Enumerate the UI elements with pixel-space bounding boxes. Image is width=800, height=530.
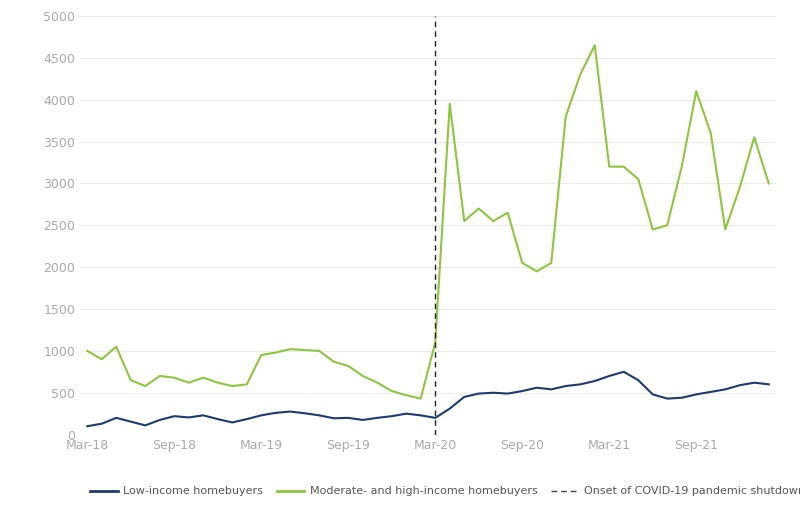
Moderate- and high-income homebuyers	[329, 359, 338, 365]
Low-income homebuyers	[605, 373, 614, 379]
Moderate- and high-income homebuyers	[735, 184, 745, 191]
Moderate- and high-income homebuyers	[662, 222, 672, 228]
Low-income homebuyers	[300, 410, 310, 417]
Low-income homebuyers	[677, 394, 686, 401]
Moderate- and high-income homebuyers	[257, 352, 266, 358]
Low-income homebuyers	[213, 416, 222, 422]
Moderate- and high-income homebuyers	[358, 373, 367, 379]
Moderate- and high-income homebuyers	[750, 134, 759, 140]
Low-income homebuyers	[445, 405, 454, 412]
Low-income homebuyers	[764, 381, 774, 387]
Low-income homebuyers	[184, 414, 194, 421]
Low-income homebuyers	[111, 414, 121, 421]
Low-income homebuyers	[257, 412, 266, 419]
Low-income homebuyers	[546, 386, 556, 393]
Moderate- and high-income homebuyers	[387, 388, 397, 394]
Moderate- and high-income homebuyers	[416, 395, 426, 402]
Low-income homebuyers	[518, 388, 527, 394]
Moderate- and high-income homebuyers	[314, 348, 324, 354]
Low-income homebuyers	[532, 385, 542, 391]
Moderate- and high-income homebuyers	[402, 392, 411, 399]
Moderate- and high-income homebuyers	[489, 218, 498, 224]
Moderate- and high-income homebuyers	[518, 260, 527, 266]
Moderate- and high-income homebuyers	[503, 209, 513, 216]
Low-income homebuyers	[721, 386, 730, 393]
Moderate- and high-income homebuyers	[343, 363, 353, 369]
Moderate- and high-income homebuyers	[126, 377, 135, 383]
Low-income homebuyers	[141, 422, 150, 429]
Legend: Low-income homebuyers, Moderate- and high-income homebuyers, Onset of COVID-19 p: Low-income homebuyers, Moderate- and hig…	[86, 482, 800, 501]
Moderate- and high-income homebuyers	[721, 226, 730, 233]
Moderate- and high-income homebuyers	[459, 218, 469, 224]
Low-income homebuyers	[242, 416, 251, 422]
Line: Moderate- and high-income homebuyers: Moderate- and high-income homebuyers	[87, 45, 769, 399]
Moderate- and high-income homebuyers	[474, 205, 483, 211]
Low-income homebuyers	[343, 414, 353, 421]
Moderate- and high-income homebuyers	[213, 379, 222, 386]
Moderate- and high-income homebuyers	[706, 130, 715, 136]
Low-income homebuyers	[373, 414, 382, 421]
Moderate- and high-income homebuyers	[170, 375, 179, 381]
Low-income homebuyers	[575, 381, 585, 387]
Moderate- and high-income homebuyers	[634, 176, 643, 182]
Low-income homebuyers	[387, 413, 397, 419]
Low-income homebuyers	[634, 377, 643, 383]
Low-income homebuyers	[402, 411, 411, 417]
Low-income homebuyers	[314, 412, 324, 419]
Low-income homebuyers	[227, 419, 237, 426]
Low-income homebuyers	[474, 391, 483, 397]
Moderate- and high-income homebuyers	[155, 373, 165, 379]
Moderate- and high-income homebuyers	[373, 379, 382, 386]
Low-income homebuyers	[82, 423, 92, 429]
Moderate- and high-income homebuyers	[546, 260, 556, 266]
Moderate- and high-income homebuyers	[445, 101, 454, 107]
Low-income homebuyers	[489, 390, 498, 396]
Low-income homebuyers	[430, 414, 440, 421]
Moderate- and high-income homebuyers	[575, 72, 585, 78]
Low-income homebuyers	[126, 419, 135, 425]
Low-income homebuyers	[619, 369, 629, 375]
Line: Low-income homebuyers: Low-income homebuyers	[87, 372, 769, 426]
Moderate- and high-income homebuyers	[619, 163, 629, 170]
Low-income homebuyers	[170, 413, 179, 419]
Low-income homebuyers	[329, 415, 338, 421]
Low-income homebuyers	[271, 410, 281, 416]
Low-income homebuyers	[706, 388, 715, 395]
Moderate- and high-income homebuyers	[430, 339, 440, 346]
Low-income homebuyers	[561, 383, 570, 389]
Low-income homebuyers	[735, 382, 745, 388]
Moderate- and high-income homebuyers	[691, 88, 701, 94]
Low-income homebuyers	[97, 420, 106, 427]
Low-income homebuyers	[662, 395, 672, 402]
Moderate- and high-income homebuyers	[561, 113, 570, 120]
Low-income homebuyers	[648, 391, 658, 398]
Moderate- and high-income homebuyers	[227, 383, 237, 389]
Moderate- and high-income homebuyers	[111, 343, 121, 350]
Low-income homebuyers	[198, 412, 208, 419]
Low-income homebuyers	[691, 391, 701, 398]
Moderate- and high-income homebuyers	[677, 163, 686, 170]
Low-income homebuyers	[750, 379, 759, 386]
Moderate- and high-income homebuyers	[271, 349, 281, 356]
Moderate- and high-income homebuyers	[605, 163, 614, 170]
Moderate- and high-income homebuyers	[648, 226, 658, 233]
Moderate- and high-income homebuyers	[82, 348, 92, 354]
Moderate- and high-income homebuyers	[184, 379, 194, 386]
Moderate- and high-income homebuyers	[198, 375, 208, 381]
Moderate- and high-income homebuyers	[532, 268, 542, 275]
Moderate- and high-income homebuyers	[242, 381, 251, 387]
Low-income homebuyers	[459, 394, 469, 400]
Moderate- and high-income homebuyers	[590, 42, 599, 48]
Moderate- and high-income homebuyers	[286, 346, 295, 352]
Moderate- and high-income homebuyers	[141, 383, 150, 389]
Low-income homebuyers	[358, 417, 367, 423]
Low-income homebuyers	[155, 417, 165, 423]
Moderate- and high-income homebuyers	[300, 347, 310, 353]
Low-income homebuyers	[286, 409, 295, 415]
Low-income homebuyers	[503, 391, 513, 397]
Moderate- and high-income homebuyers	[97, 356, 106, 363]
Moderate- and high-income homebuyers	[764, 180, 774, 187]
Low-income homebuyers	[590, 378, 599, 384]
Low-income homebuyers	[416, 412, 426, 419]
